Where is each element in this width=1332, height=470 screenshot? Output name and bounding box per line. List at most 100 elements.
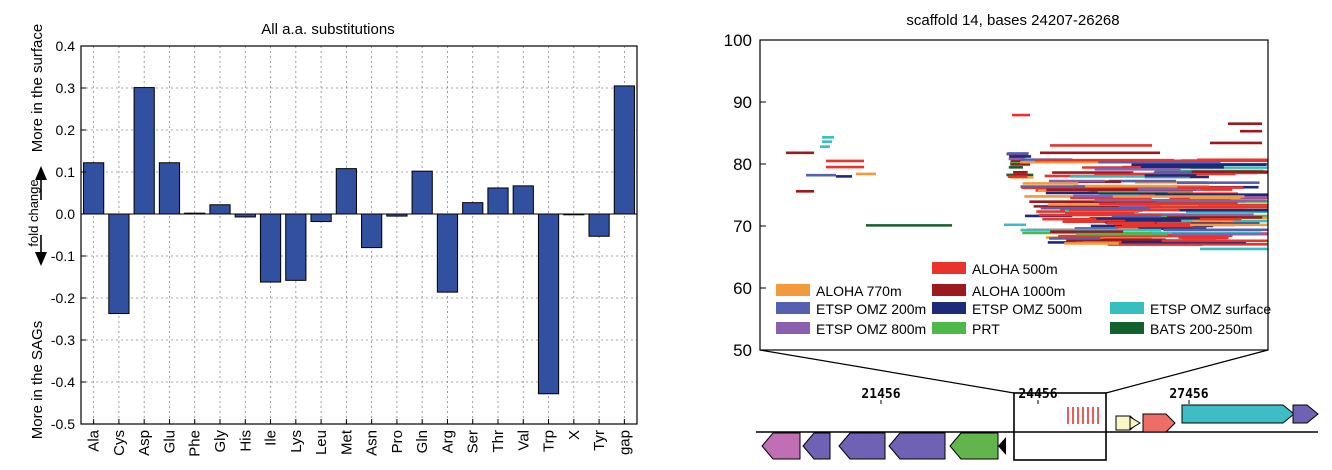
- x-tick-label: gap: [616, 430, 633, 455]
- legend-label: ALOHA 770m: [816, 283, 902, 299]
- legend-swatch: [1110, 322, 1144, 334]
- x-tick-label: Glu: [161, 430, 178, 453]
- legend-swatch: [776, 322, 810, 334]
- bar-ser: [462, 202, 484, 215]
- y-tick-label: 0.4: [56, 38, 76, 54]
- x-tick-label: Leu: [313, 430, 330, 455]
- bar-val: [512, 185, 534, 215]
- zoom-connector-left: [759, 349, 1015, 394]
- gene-arrow: [1129, 416, 1141, 430]
- y-tick-label: 80: [733, 155, 752, 174]
- gene-arrow: [802, 432, 831, 460]
- bar-pro: [386, 213, 408, 217]
- y-tick-label: 0.2: [56, 122, 76, 138]
- x-axis-ticks: Ala Cys Asp Glu Phe Gly His Ile Lys Leu Met Asn Pro G…: [86, 419, 633, 457]
- x-tick-label: Trp: [541, 430, 558, 452]
- y-tick-label: 0.0: [56, 206, 76, 222]
- legend-swatch: [776, 302, 810, 314]
- gene-arrow: [761, 432, 801, 460]
- bar-asn: [361, 213, 383, 249]
- gene-arrow: [949, 432, 999, 460]
- x-tick-label: Gln: [414, 430, 431, 453]
- up-arrow-icon: [35, 166, 47, 200]
- y-tick-label: -0.2: [51, 290, 75, 306]
- bar-gln: [411, 170, 433, 215]
- gene-arrow: [838, 432, 886, 460]
- bar-ala: [83, 162, 105, 215]
- legend-label: ALOHA 1000m: [972, 283, 1065, 299]
- gene-arrow: [888, 432, 946, 460]
- legend-swatch: [932, 322, 966, 334]
- legend-swatch: [776, 284, 810, 296]
- coordinate-label: 24456: [1018, 387, 1057, 402]
- x-tick-label: Asp: [136, 430, 153, 456]
- recruitment-title: scaffold 14, bases 24207-26268: [906, 12, 1119, 29]
- coordinate-label: 21456: [861, 387, 900, 402]
- legend-label: ETSP OMZ 800m: [816, 321, 926, 337]
- legend-swatch: [932, 302, 966, 314]
- repeat-markers: [1067, 407, 1099, 424]
- bar-gly: [209, 204, 231, 215]
- legend: ALOHA 500m ALOHA 770m ALOHA 1000m ETSP OMZ …: [776, 261, 1271, 337]
- legend-label: BATS 200-250m: [1150, 321, 1252, 337]
- x-tick-label: His: [237, 430, 254, 452]
- zoom-connector-right: [1105, 349, 1269, 394]
- legend-entry: ETSP OMZ 800m: [776, 321, 926, 337]
- bar-thr: [487, 187, 509, 215]
- legend-label: ETSP OMZ surface: [1150, 301, 1271, 317]
- bar-cys: [108, 213, 130, 315]
- bar-asp: [133, 87, 155, 215]
- bar-gap: [613, 85, 635, 215]
- bar-chart-title: All a.a. substitutions: [261, 21, 394, 38]
- legend-entry: ALOHA 770m: [776, 283, 902, 299]
- y-tick-label: 70: [733, 217, 752, 236]
- x-tick-label: X: [566, 430, 583, 440]
- x-tick-label: Met: [338, 429, 355, 455]
- y-tick-label: -0.3: [51, 332, 75, 348]
- x-tick-label: Gly: [212, 430, 229, 453]
- x-tick-label: Val: [515, 430, 532, 451]
- x-tick-label: Ser: [465, 430, 482, 453]
- gene-arrow: [1292, 404, 1319, 424]
- legend-swatch: [932, 262, 966, 274]
- bar-chart: All a.a. substitutions -0.5-0.4-0.3-0.2-…: [26, 21, 638, 457]
- x-tick-label: Cys: [111, 430, 128, 456]
- x-tick-label: Ala: [86, 429, 103, 451]
- legend-label: PRT: [972, 321, 1000, 337]
- tick-marks: [880, 400, 1190, 404]
- legend-entry: BATS 200-250m: [1110, 321, 1252, 337]
- y-tick-label: 0.1: [56, 164, 76, 180]
- legend-entry: ETSP OMZ 200m: [776, 301, 926, 317]
- x-tick-label: Thr: [490, 430, 507, 453]
- bar-leu: [310, 213, 332, 223]
- legend-label: ETSP OMZ 200m: [816, 301, 926, 317]
- y-tick-label: -0.5: [51, 416, 75, 432]
- y-tick-label: 50: [733, 341, 752, 360]
- gene-arrow: [1181, 404, 1295, 424]
- legend-entry: ETSP OMZ surface: [1110, 301, 1271, 317]
- recruitment-y-ticks: 50 60 70 80 90 100: [724, 31, 766, 360]
- legend-entry: ALOHA 500m: [932, 261, 1058, 277]
- y-tick-label: -0.1: [51, 248, 75, 264]
- bar-arg: [436, 213, 459, 293]
- y-axis-ticks: -0.5 -0.4 -0.3 -0.2 -0.1 0.0 0.1 0.2 0.3 0.4: [51, 38, 86, 432]
- bar-phe: [184, 212, 206, 215]
- x-tick-label: Pro: [389, 430, 406, 453]
- x-tick-label: Asn: [364, 430, 381, 456]
- genome-map: 21456 24456 27456: [756, 387, 1319, 461]
- bar-chart-frame: [80, 45, 638, 425]
- ylabel-bottom: More in the SAGs: [29, 321, 46, 439]
- bar-met: [335, 168, 357, 215]
- bar-glu: [158, 162, 181, 215]
- bar-x: [563, 213, 585, 216]
- zoom-region-box: [1013, 392, 1107, 461]
- bar-ile: [259, 213, 282, 283]
- ylabel-top: More in the surface: [29, 24, 46, 152]
- legend-entry: ETSP OMZ 500m: [932, 301, 1082, 317]
- y-tick-label: 100: [724, 31, 752, 50]
- x-tick-label: Lys: [288, 430, 305, 453]
- x-tick-label: Tyr: [591, 430, 608, 451]
- down-arrow-icon: [35, 235, 47, 266]
- x-tick-label: Phe: [187, 430, 204, 457]
